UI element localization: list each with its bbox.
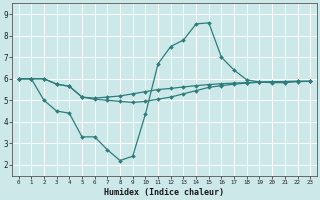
X-axis label: Humidex (Indice chaleur): Humidex (Indice chaleur) xyxy=(104,188,224,197)
